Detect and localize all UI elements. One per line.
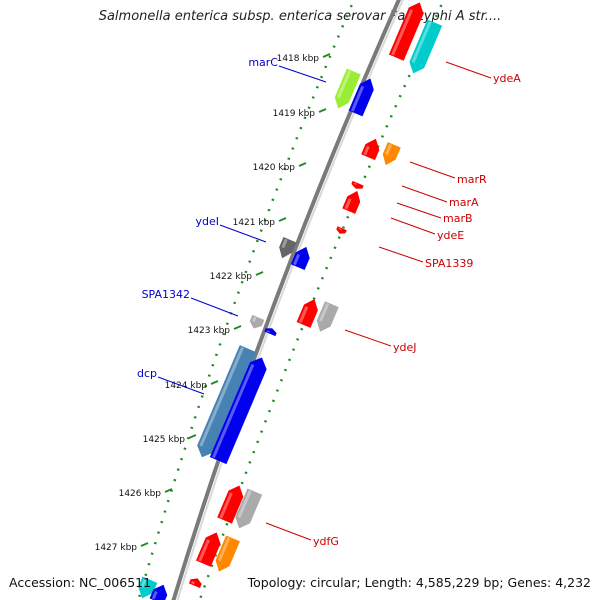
gene-label-marB[interactable]: marB — [443, 212, 473, 225]
genome-stats-text: Topology: circular; Length: 4,585,229 bp… — [247, 575, 591, 590]
kbp-tick-label: 1423 kbp — [188, 326, 231, 336]
gene-marB[interactable] — [342, 188, 363, 214]
kbp-tick-label: 1426 kbp — [119, 489, 162, 499]
gene-blue-marC[interactable] — [348, 76, 378, 117]
kbp-tick-mark — [164, 488, 173, 493]
kbp-tick-mark — [210, 380, 219, 385]
gene-label-ydeI[interactable]: ydeI — [195, 215, 219, 228]
gene-ydeE[interactable] — [335, 226, 347, 235]
kbp-tick-mark — [278, 217, 287, 222]
gene-label-dcp[interactable]: dcp — [137, 367, 157, 380]
gene-leader-line — [378, 246, 424, 263]
kbp-tick-label: 1427 kbp — [95, 543, 138, 553]
kbp-tick-mark — [318, 108, 327, 113]
backbone-line — [171, 0, 401, 600]
gene-ydfG[interactable] — [232, 488, 263, 531]
gene-leader-line — [396, 202, 442, 219]
gene-orange-bottom[interactable] — [212, 535, 240, 575]
gene-ydeJ-red[interactable] — [296, 296, 322, 328]
gene-blue-dcp[interactable] — [209, 354, 270, 465]
map-title: Salmonella enterica subsp. enterica sero… — [98, 9, 502, 24]
gene-marC[interactable] — [331, 68, 361, 112]
gene-SPA1342[interactable] — [248, 314, 265, 331]
gene-blue-SPA1342[interactable] — [264, 326, 277, 337]
kbp-tick-label: 1424 kbp — [165, 381, 208, 391]
gene-blue-bottom[interactable] — [149, 582, 171, 600]
kbp-tick-mark — [322, 53, 331, 58]
kbp-tick-label: 1425 kbp — [143, 435, 186, 445]
kbp-tick-mark — [255, 271, 264, 276]
kbp-tick-label: 1419 kbp — [273, 109, 316, 119]
gene-orange-mar[interactable] — [379, 142, 401, 168]
gene-red-ydfG[interactable] — [217, 482, 247, 524]
gene-label-SPA1342[interactable]: SPA1342 — [142, 288, 190, 301]
gene-label-ydeE[interactable]: ydeE — [437, 229, 464, 242]
kbp-tick-label: 1421 kbp — [233, 218, 276, 228]
gene-label-marR[interactable]: marR — [457, 173, 487, 186]
kbp-tick-label: 1422 kbp — [210, 272, 253, 282]
kbp-tick-label: 1418 kbp — [277, 54, 320, 64]
gene-marR[interactable] — [361, 136, 383, 161]
gene-ydeI[interactable] — [276, 237, 297, 261]
gene-dcp[interactable] — [194, 345, 257, 461]
kbp-tick-mark — [233, 325, 242, 330]
gene-red-top-a[interactable] — [388, 0, 427, 61]
gene-leader-line — [409, 161, 456, 179]
gene-leader-line — [190, 297, 239, 317]
gene-label-marC[interactable]: marC — [248, 56, 278, 69]
gene-cyan-top[interactable] — [406, 19, 443, 77]
kbp-tick-label: 1420 kbp — [253, 163, 296, 173]
gene-red-bottom[interactable] — [195, 529, 224, 567]
gene-leader-line — [219, 224, 267, 243]
kbp-tick-mark — [140, 542, 149, 547]
kbp-tick-mark — [298, 162, 307, 167]
gene-leader-line — [344, 329, 392, 347]
gene-leader-line — [265, 522, 312, 541]
gene-red-bottom-small[interactable] — [188, 576, 203, 589]
gene-label-ydeA[interactable]: ydeA — [493, 72, 521, 85]
gene-label-ydeJ[interactable]: ydeJ — [393, 341, 417, 354]
gene-blue-ydeI[interactable] — [290, 244, 313, 271]
gene-ydeJ[interactable] — [313, 301, 339, 334]
gene-leader-line — [157, 376, 205, 395]
gene-label-marA[interactable]: marA — [449, 196, 479, 209]
gene-label-SPA1339[interactable]: SPA1339 — [425, 257, 473, 270]
gene-label-ydfG[interactable]: ydfG — [313, 535, 339, 548]
kbp-tick-mark — [188, 434, 197, 439]
gene-leader-line — [390, 217, 436, 235]
gene-marA[interactable] — [350, 180, 364, 191]
gene-leader-line — [278, 65, 327, 83]
gene-leader-line — [445, 61, 492, 79]
accession-text: Accession: NC_006511 — [9, 575, 152, 590]
gene-leader-line — [401, 185, 448, 203]
